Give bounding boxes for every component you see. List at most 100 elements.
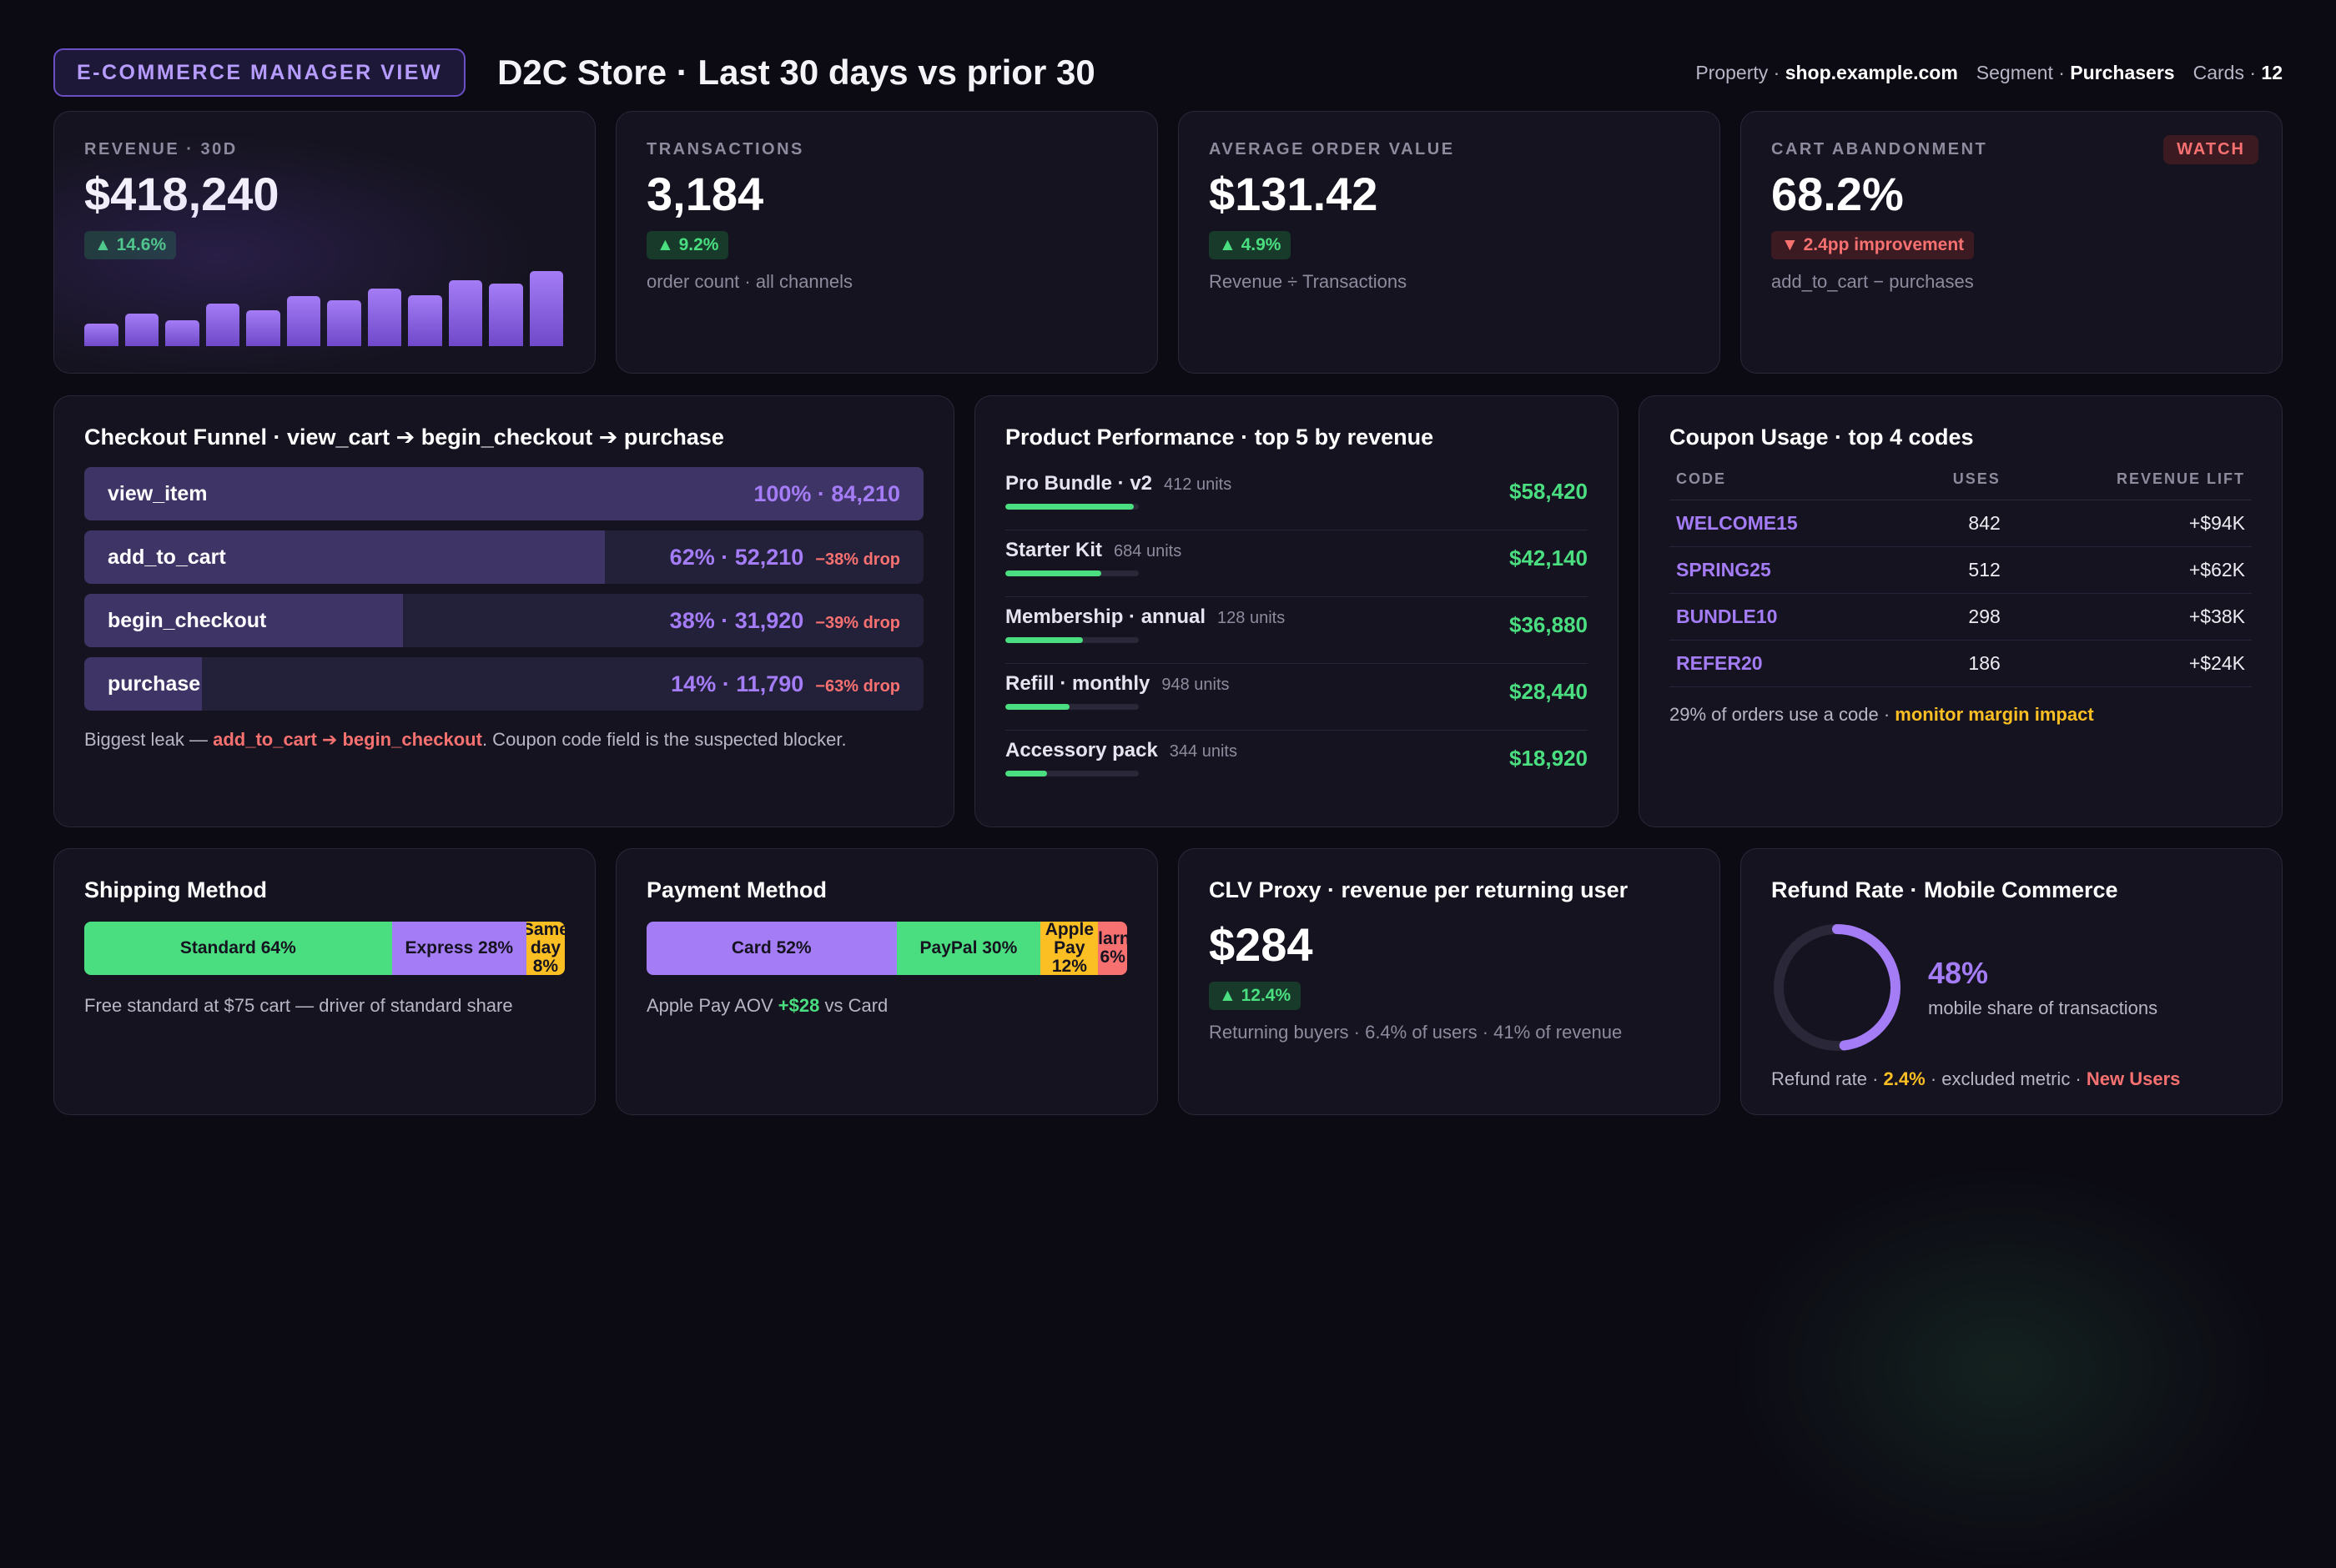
funnel-fill-bar <box>84 657 202 711</box>
product-row[interactable]: Refill · monthly 948 units $28,440 <box>1005 664 1588 731</box>
shipping-segment: Standard 64% <box>84 922 392 975</box>
funnel-fill-bar <box>84 530 605 584</box>
card-title: CLV Proxy · revenue per returning user <box>1209 877 1629 902</box>
payment-stacked-bar: Card 52%PayPal 30%Apple Pay 12%Klarna 6% <box>647 922 1127 975</box>
coupon-code: WELCOME15 <box>1669 500 1902 547</box>
spark-bar <box>124 314 159 346</box>
view-selector-chip[interactable]: E-COMMERCE MANAGER VIEW <box>53 48 466 97</box>
coupon-lift: +$38K <box>2006 593 2252 641</box>
kpi-card-transactions[interactable]: TRANSACTIONS 3,184 ▲ 9.2% order count · … <box>616 111 1158 374</box>
product-row[interactable]: Pro Bundle · v2 412 units $58,420 <box>1005 464 1588 530</box>
kpi-card-revenue[interactable]: REVENUE · 30D $418,240 ▲ 14.6% <box>53 111 596 374</box>
funnel-step[interactable]: begin_checkout 38% · 31,920 −39% drop <box>84 594 924 647</box>
donut-arc <box>1774 924 1901 1051</box>
kpi-card-cart-abandonment[interactable]: WATCH CART ABANDONMENT 68.2% ▼ 2.4pp imp… <box>1740 111 2283 374</box>
donut-subtitle: mobile share of transactions <box>1928 998 2158 1018</box>
spark-bar <box>165 319 199 346</box>
product-units: 684 units <box>1114 542 1182 560</box>
product-share-fill <box>1005 637 1083 643</box>
product-revenue: $42,140 <box>1509 545 1588 570</box>
donut-block: 48% mobile share of transactions <box>1771 922 2252 1053</box>
product-share-fill <box>1005 504 1134 510</box>
clv-value: $284 <box>1209 918 1313 971</box>
product-share-track <box>1005 771 1139 776</box>
column-header-code[interactable]: CODE <box>1669 470 1902 500</box>
funnel-step-stats: 14% · 11,790 −63% drop <box>671 657 900 711</box>
payment-segment: Apple Pay 12% <box>1040 922 1099 975</box>
coupon-row[interactable]: REFER20 186 +$24K <box>1669 640 2252 687</box>
cards-label: Cards · <box>2193 61 2257 83</box>
coupon-note: 29% of orders use a code · monitor margi… <box>1669 704 2252 726</box>
coupon-row[interactable]: SPRING25 512 +$62K <box>1669 546 2252 594</box>
segment-filter[interactable]: Segment · Purchasers <box>1976 62 2175 84</box>
spark-bar <box>448 279 482 346</box>
product-name: Refill · monthly <box>1005 672 1150 695</box>
product-name: Accessory pack <box>1005 739 1158 761</box>
shipping-segment: Express 28% <box>391 922 526 975</box>
coupon-row[interactable]: BUNDLE10 298 +$38K <box>1669 593 2252 641</box>
coupon-table-body: WELCOME15 842 +$94K SPRING25 512 +$62K BUNDLE1… <box>1669 500 2252 687</box>
payment-note-suffix: vs Card <box>824 995 889 1016</box>
coupon-uses: 298 <box>1901 593 2007 641</box>
payment-segment: Card 52% <box>647 922 897 975</box>
donut-percent: 48% <box>1928 956 1989 990</box>
clv-proxy-card: CLV Proxy · revenue per returning user $… <box>1178 848 1720 1115</box>
product-row[interactable]: Accessory pack 344 units $18,920 <box>1005 731 1588 797</box>
product-name-block: Pro Bundle · v2 412 units <box>1005 472 1231 495</box>
kpi-card-aov[interactable]: AVERAGE ORDER VALUE $131.42 ▲ 4.9% Reven… <box>1178 111 1720 374</box>
donut-text: 48% mobile share of transactions <box>1928 956 2157 1019</box>
coupon-uses: 186 <box>1901 640 2007 687</box>
product-share-fill <box>1005 704 1070 710</box>
product-units: 412 units <box>1164 475 1232 494</box>
kpi-delta: ▲ 14.6% <box>84 231 177 259</box>
refund-rate-card: Refund Rate · Mobile Commerce 48% mobile… <box>1740 848 2283 1115</box>
card-title: Refund Rate · Mobile Commerce <box>1771 877 2118 902</box>
shipping-method-card: Shipping Method Standard 64%Express 28%S… <box>53 848 596 1115</box>
funnel-step[interactable]: add_to_cart 62% · 52,210 −38% drop <box>84 530 924 584</box>
funnel-fill-bar <box>84 467 924 520</box>
revenue-sparkline <box>84 271 563 346</box>
coupon-lift: +$94K <box>2006 500 2252 547</box>
shipping-segment: Same day 8% <box>526 922 565 975</box>
property-filter[interactable]: Property · shop.example.com <box>1695 62 1957 84</box>
product-row[interactable]: Starter Kit 684 units $42,140 <box>1005 530 1588 597</box>
page-header: E-COMMERCE MANAGER VIEW D2C Store · Last… <box>53 48 2283 98</box>
spark-bar <box>327 299 361 346</box>
column-header-lift[interactable]: REVENUE LIFT <box>2006 470 2252 500</box>
product-share-track <box>1005 570 1139 576</box>
funnel-step-stats: 38% · 31,920 −39% drop <box>670 594 900 647</box>
coupon-table: CODE USES REVENUE LIFT WELCOME15 842 +$94K… <box>1669 470 2252 687</box>
spark-bar <box>367 289 401 346</box>
watch-badge: WATCH <box>2163 135 2258 164</box>
kpi-subtitle: order count · all channels <box>647 271 853 292</box>
coupon-uses: 512 <box>1901 546 2007 594</box>
product-name-block: Starter Kit 684 units <box>1005 539 1181 562</box>
coupon-row[interactable]: WELCOME15 842 +$94K <box>1669 500 2252 547</box>
funnel-step[interactable]: view_item 100% · 84,210 <box>84 467 924 520</box>
product-units: 128 units <box>1217 609 1286 627</box>
property-label: Property · <box>1695 61 1780 83</box>
mobile-share-donut <box>1774 924 1901 1051</box>
funnel-step[interactable]: purchase 14% · 11,790 −63% drop <box>84 657 924 711</box>
coupon-lift: +$24K <box>2006 640 2252 687</box>
clv-subtitle: Returning buyers · 6.4% of users · 41% o… <box>1209 1022 1623 1043</box>
kpi-label: REVENUE · 30D <box>84 140 238 158</box>
background-glow <box>1710 1151 2294 1568</box>
product-revenue: $36,880 <box>1509 612 1588 637</box>
card-title: Product Performance · top 5 by revenue <box>1005 425 1434 450</box>
cards-value: 12 <box>2261 61 2283 83</box>
funnel-step-name: purchase <box>108 672 201 696</box>
kpi-value: 3,184 <box>647 168 764 220</box>
product-name-block: Refill · monthly 948 units <box>1005 672 1230 696</box>
page-title: D2C Store · Last 30 days vs prior 30 <box>497 53 1095 92</box>
spark-bar <box>408 294 442 346</box>
coupon-code: REFER20 <box>1669 640 1902 687</box>
column-header-uses[interactable]: USES <box>1901 470 2007 500</box>
kpi-label: CART ABANDONMENT <box>1771 140 1988 158</box>
product-row[interactable]: Membership · annual 128 units $36,880 <box>1005 597 1588 664</box>
product-units: 948 units <box>1161 676 1230 694</box>
funnel-step-name: begin_checkout <box>108 609 267 632</box>
header-meta: Property · shop.example.com Segment · Pu… <box>1695 62 2283 84</box>
refund-note-mid: · excluded metric · <box>1930 1068 2082 1089</box>
payment-segment: Klarna 6% <box>1098 922 1127 975</box>
